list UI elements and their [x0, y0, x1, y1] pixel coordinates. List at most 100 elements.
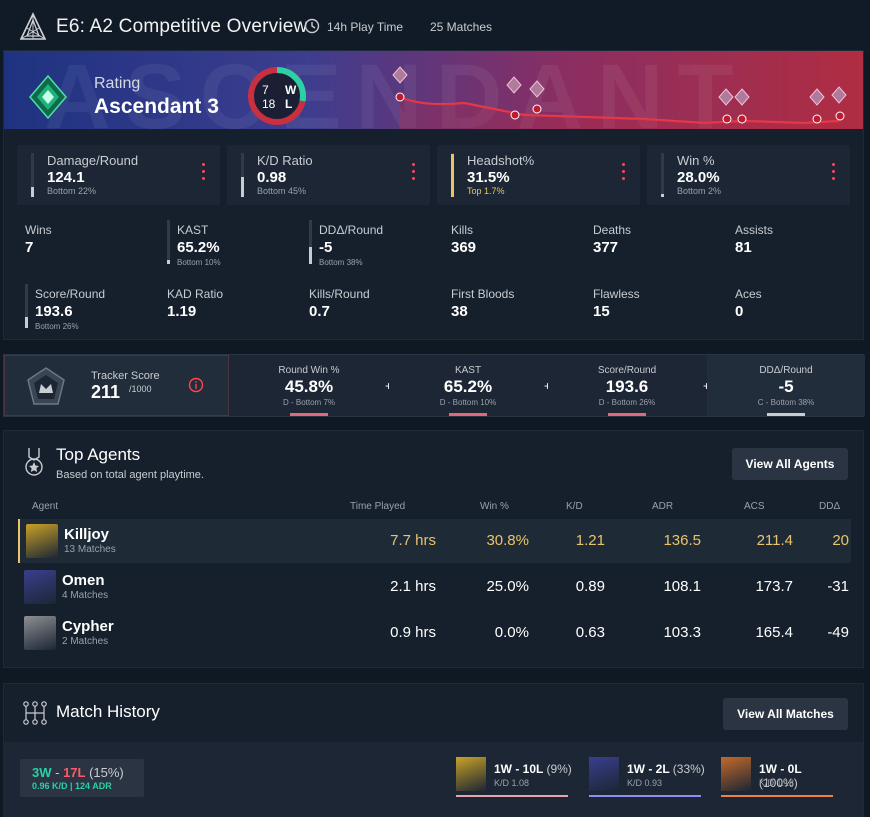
column-header-kd: K/D: [566, 501, 583, 512]
grade-separator: -: [288, 398, 296, 407]
matches-count-label: 25 Matches: [430, 20, 493, 34]
view-all-matches-button[interactable]: View All Matches: [723, 698, 848, 730]
wins-letter: W: [285, 83, 297, 97]
tracker-metric-value: 193.6: [605, 377, 649, 396]
agent-record[interactable]: 1W - 10L (9%) K/D 1.08: [456, 752, 576, 802]
match-history-icon: [23, 701, 47, 725]
stat-value: 7: [25, 239, 34, 256]
stat-card[interactable]: Headshot% 31.5% Top 1.7%: [437, 145, 640, 205]
stat-label: Wins: [25, 223, 52, 237]
rank-history-chart: [392, 66, 847, 129]
percentile-bar: [167, 220, 170, 264]
tracker-metric[interactable]: Round Win % 45.8% D - Bottom 7%: [230, 355, 388, 416]
tracker-metric-label: Round Win %: [278, 365, 340, 376]
stat-value: 0.7: [309, 303, 330, 320]
grade-separator: -: [604, 398, 612, 407]
agent-matches: 13 Matches: [64, 544, 116, 555]
agent-acs: 211.4: [756, 532, 793, 549]
agent-row[interactable]: Omen 4 Matches 2.1 hrs 25.0% 0.89 108.1 173.7 -…: [18, 565, 851, 609]
plus-icon: +: [543, 380, 552, 392]
stat-card-label: Headshot%: [467, 153, 535, 168]
tracker-score-value: 211: [91, 382, 121, 402]
tracker-metric-grade: C - Bottom 38%: [707, 398, 865, 407]
plus-icon: +: [702, 380, 711, 392]
top-agents-subtitle: Based on total agent playtime.: [56, 469, 204, 481]
stat-percentile: Bottom 26%: [35, 322, 79, 331]
valorant-logo-icon: [19, 12, 47, 40]
record-losses: 17L: [63, 765, 86, 780]
stat-item: First Bloods 38: [451, 287, 581, 320]
rank-point: [392, 66, 408, 102]
match-record-summary: 3W - 17L (15%) 0.96 K/D | 124 ADR: [20, 759, 144, 797]
agent-record-wl: 1W - 0L: [759, 762, 802, 776]
overview-card: ASCENDANT Rating Ascendant 3 7 18 W L D: [3, 50, 864, 340]
stat-label: Kills: [451, 223, 474, 237]
agent-dd: -49: [827, 624, 849, 641]
tracker-metric-grade: D - Bottom 26%: [548, 398, 706, 407]
record-kd-adr: 0.96 K/D | 124 ADR: [32, 781, 112, 791]
agent-avatar: [721, 757, 751, 791]
more-options-icon[interactable]: [832, 163, 836, 183]
rating-value: Ascendant 3: [94, 95, 219, 118]
stat-card-value: 31.5%: [467, 169, 510, 186]
grade-separator: -: [445, 398, 453, 407]
more-options-icon[interactable]: [622, 163, 626, 183]
agent-record[interactable]: 1W - 0L (100%) K/D 1.13: [721, 752, 841, 802]
tracker-score-label: Tracker Score: [91, 370, 160, 382]
stat-card-value: 28.0%: [677, 169, 720, 186]
agent-name: Killjoy: [64, 526, 110, 543]
agent-name: Omen: [62, 572, 105, 589]
more-options-icon[interactable]: [412, 163, 416, 183]
agent-record-kd: K/D 0.93: [627, 778, 663, 788]
percentile-bar: [31, 153, 34, 197]
playtime-label: 14h Play Time: [327, 20, 404, 34]
percentile-bar: [309, 220, 312, 264]
stat-card-label: Damage/Round: [47, 153, 139, 168]
agent-row[interactable]: Cypher 2 Matches 0.9 hrs 0.0% 0.63 103.3 165.4…: [18, 611, 851, 655]
column-header-acs: ACS: [744, 501, 765, 512]
stat-card-label: K/D Ratio: [257, 153, 313, 168]
stat-label: Aces: [735, 287, 762, 301]
top-agents-card: Top Agents Based on total agent playtime…: [3, 430, 864, 668]
info-icon[interactable]: [188, 377, 204, 393]
agent-row[interactable]: Killjoy 13 Matches 7.7 hrs 30.8% 1.21 136.5 21…: [18, 519, 851, 563]
agent-time: 7.7 hrs: [390, 532, 436, 549]
banner-watermark: ASCENDANT: [44, 51, 748, 129]
agent-record-pct: (100%): [759, 776, 798, 790]
tracker-score-max: /1000: [129, 384, 152, 394]
agent-record-kd: K/D 1.13: [759, 778, 795, 788]
agent-win: 30.8%: [486, 532, 529, 549]
tracker-metric-accent: [608, 413, 646, 416]
view-all-agents-button[interactable]: View All Agents: [732, 448, 848, 480]
agent-record-pct: (9%): [546, 762, 572, 776]
agent-avatar: [24, 570, 56, 604]
clock-icon: [304, 18, 320, 34]
stat-value: 193.6: [35, 303, 73, 320]
agent-record-underline: [589, 795, 701, 797]
stat-label: Score/Round: [35, 287, 106, 301]
grade-letter: D: [439, 398, 446, 407]
stat-card[interactable]: Damage/Round 124.1 Bottom 22%: [17, 145, 220, 205]
percentile-bar-fill: [241, 177, 244, 197]
tracker-metric[interactable]: KAST 65.2% D - Bottom 10%: [389, 355, 547, 416]
stat-label: First Bloods: [451, 287, 515, 301]
match-history-summary-bar: 3W - 17L (15%) 0.96 K/D | 124 ADR 1W - 1…: [4, 742, 863, 817]
match-history-card: Match History View All Matches 3W - 17L …: [3, 683, 864, 817]
agent-record[interactable]: 1W - 2L (33%) K/D 0.93: [589, 752, 709, 802]
stat-card-label: Win %: [677, 153, 715, 168]
grade-percentile: Bottom 38%: [770, 398, 815, 407]
stat-card[interactable]: K/D Ratio 0.98 Bottom 45%: [227, 145, 430, 205]
stat-card-value: 124.1: [47, 169, 85, 186]
stat-card[interactable]: Win % 28.0% Bottom 2%: [647, 145, 850, 205]
tracker-metric[interactable]: DDΔ/Round -5 C - Bottom 38%: [707, 355, 865, 416]
tracker-metric-label: Score/Round: [597, 365, 657, 376]
stat-value: 81: [735, 239, 752, 256]
stat-label: DDΔ/Round: [319, 223, 384, 237]
tracker-metric-label: DDΔ/Round: [759, 365, 813, 376]
more-options-icon[interactable]: [202, 163, 206, 183]
agent-adr: 108.1: [663, 578, 701, 595]
tracker-metric-value: -5: [778, 377, 794, 396]
agent-record-line: 1W - 2L (33%): [627, 762, 705, 776]
percentile-bar: [241, 153, 244, 197]
tracker-metric[interactable]: Score/Round 193.6 D - Bottom 26%: [548, 355, 706, 416]
